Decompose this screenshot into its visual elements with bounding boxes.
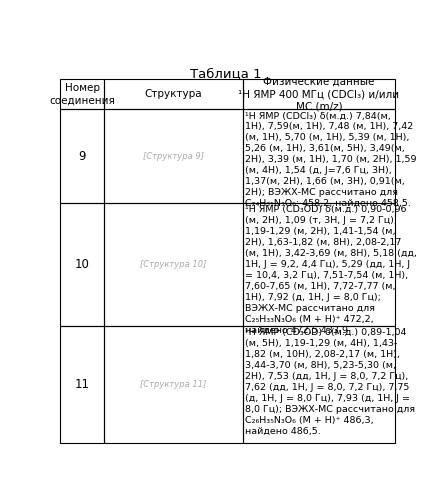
Text: 11: 11 <box>75 378 90 391</box>
Text: 9: 9 <box>78 150 86 162</box>
Text: 10: 10 <box>75 258 90 271</box>
Text: ¹H ЯМР (CDCl₃) δ(м.д.) 7,84(м,
1H), 7,59(м, 1H), 7,48 (м, 1H), 7,42
(м, 1H), 5,7: ¹H ЯМР (CDCl₃) δ(м.д.) 7,84(м, 1H), 7,59… <box>245 112 417 208</box>
Text: Структура: Структура <box>145 89 202 99</box>
Bar <box>60 326 104 443</box>
Bar <box>60 109 104 203</box>
Text: [Структура 11]: [Структура 11] <box>140 380 206 389</box>
Text: Таблица 1: Таблица 1 <box>190 67 262 80</box>
Bar <box>104 109 243 203</box>
Text: Физические данные
¹H ЯМР 400 МГц (CDCl₃) и/или
МС (m/z): Физические данные ¹H ЯМР 400 МГц (CDCl₃)… <box>239 76 400 112</box>
Bar <box>243 109 395 203</box>
Bar <box>243 203 395 326</box>
Bar <box>60 79 104 109</box>
Text: [Структура 10]: [Структура 10] <box>140 260 206 269</box>
Bar <box>60 203 104 326</box>
Text: [Структура 9]: [Структура 9] <box>143 152 204 160</box>
Bar <box>104 326 243 443</box>
Text: ¹H ЯМР (CD₃OD) δ(м.д.) 0,90-0,96
(м, 2H), 1,09 (т, 3H, J = 7,2 Гц),
1,19-1,29 (м: ¹H ЯМР (CD₃OD) δ(м.д.) 0,90-0,96 (м, 2H)… <box>245 206 417 335</box>
Text: Номер
соединения: Номер соединения <box>49 83 115 106</box>
Bar <box>243 326 395 443</box>
Text: ¹H ЯМР (CD₃OD) δ(м.д.) 0,89-1,04
(м, 5H), 1,19-1,29 (м, 4H), 1,43-
1,82 (м, 10H): ¹H ЯМР (CD₃OD) δ(м.д.) 0,89-1,04 (м, 5H)… <box>245 328 415 436</box>
Bar <box>243 79 395 109</box>
Bar <box>104 203 243 326</box>
Bar <box>104 79 243 109</box>
